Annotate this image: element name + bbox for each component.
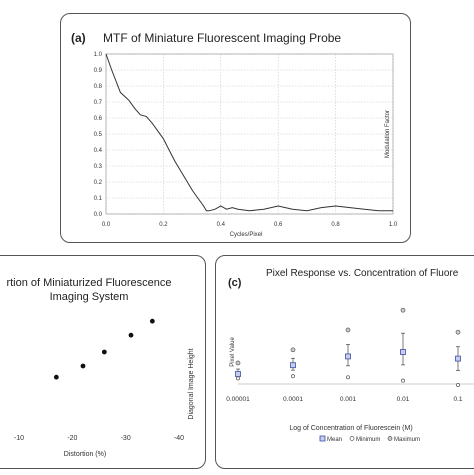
- maximum-point: [455, 329, 461, 335]
- mtf-title: MTF of Miniature Fluorescent Imaging Pro…: [103, 31, 341, 45]
- distortion-point: [53, 374, 59, 380]
- maximum-point: [345, 327, 351, 333]
- pixel-response-panel: (c) Pixel Response vs. Concentration of …: [215, 255, 474, 469]
- mtf-chart: (a) MTF of Miniature Fluorescent Imaging…: [71, 31, 398, 238]
- pixel-response-legend: Mean Minimum Maximum: [319, 435, 420, 443]
- distortion-xlabel: Distortion (%): [64, 451, 106, 458]
- mtf-y-tick-label: 1.0: [94, 52, 103, 58]
- distortion-ylabel: Diagonal Image Height: [188, 348, 195, 419]
- mtf-x-tick-label: 0.2: [159, 222, 168, 228]
- mtf-x-tick-label: 0.4: [217, 222, 226, 228]
- maximum-point: [235, 360, 241, 366]
- distortion-point: [80, 363, 86, 369]
- minimum-point: [236, 376, 240, 381]
- distortion-panel: rtion of Miniaturized Fluorescence Imagi…: [0, 255, 206, 469]
- distortion-x-tick-label: -30: [121, 435, 131, 442]
- mtf-y-tick-label: 0.5: [94, 132, 103, 138]
- mtf-series-line: [105, 53, 393, 212]
- pixel-response-ylabel: Pixel Value: [230, 337, 236, 367]
- mtf-y-tick-label: 0.6: [94, 116, 103, 122]
- mean-point: [455, 355, 461, 362]
- legend-maximum-label: Maximum: [394, 437, 420, 443]
- mtf-x-tick-label: 0.6: [274, 222, 283, 228]
- pixel-response-x-tick-label: 0.00001: [226, 396, 250, 403]
- pixel-response-chart: (c) Pixel Response vs. Concentration of …: [226, 268, 474, 443]
- maximum-point: [400, 307, 406, 313]
- pixel-response-x-tick-label: 0.1: [453, 396, 462, 403]
- distortion-x-tick-label: -40: [174, 435, 184, 442]
- distortion-chart: rtion of Miniaturized Fluorescence Imagi…: [6, 277, 195, 458]
- mtf-x-tick-label: 1.0: [389, 222, 398, 228]
- mtf-y-tick-label: 0.8: [94, 84, 103, 90]
- mtf-y-tick-label: 0.1: [94, 196, 103, 202]
- minimum-point: [346, 375, 350, 380]
- panel-label-a: (a): [71, 31, 86, 45]
- minimum-point: [401, 378, 405, 383]
- mtf-y-tick-label: 0.3: [94, 164, 103, 170]
- legend-mean-label: Mean: [327, 437, 342, 443]
- mtf-x-tick-label: 0.0: [102, 222, 111, 228]
- distortion-point: [128, 332, 134, 338]
- minimum-point: [456, 383, 460, 387]
- distortion-title-line2: Imaging System: [50, 291, 129, 303]
- mtf-xlabel: Cycles/Pixel: [230, 232, 263, 238]
- distortion-point: [149, 318, 155, 324]
- distortion-x-tick-label: -20: [67, 435, 77, 442]
- legend-minimum-marker: [349, 436, 355, 441]
- panel-label-c: (c): [228, 277, 242, 289]
- legend-minimum-label: Minimum: [356, 437, 380, 443]
- mtf-y-tick-label: 0.4: [94, 148, 103, 154]
- pixel-response-title: Pixel Response vs. Concentration of Fluo…: [266, 268, 459, 279]
- mean-point: [345, 353, 351, 360]
- minimum-point: [291, 374, 295, 379]
- distortion-title-line1: rtion of Miniaturized Fluorescence: [6, 277, 171, 289]
- mtf-x-tick-label: 0.8: [331, 222, 340, 228]
- distortion-point: [101, 349, 107, 355]
- pixel-response-x-tick-label: 0.0001: [283, 396, 303, 403]
- pixel-response-x-tick-label: 0.001: [340, 396, 357, 403]
- mean-point: [400, 349, 406, 355]
- mtf-panel: (a) MTF of Miniature Fluorescent Imaging…: [60, 13, 411, 243]
- distortion-x-tick-label: -10: [14, 435, 24, 442]
- legend-mean-marker: [319, 435, 326, 442]
- mean-point: [235, 371, 241, 377]
- mtf-y-tick-label: 0.0: [94, 212, 103, 218]
- mean-point: [290, 362, 296, 369]
- mtf-y-tick-label: 0.9: [94, 68, 103, 74]
- maximum-point: [290, 347, 296, 353]
- pixel-response-x-tick-label: 0.01: [397, 396, 410, 403]
- pixel-response-xlabel: Log of Concentration of Fluorescein (M): [289, 425, 412, 432]
- mtf-y-tick-label: 0.2: [94, 180, 103, 186]
- mtf-ylabel: Modulation Factor: [385, 110, 391, 158]
- legend-maximum-marker: [387, 436, 393, 441]
- mtf-y-tick-label: 0.7: [94, 100, 103, 106]
